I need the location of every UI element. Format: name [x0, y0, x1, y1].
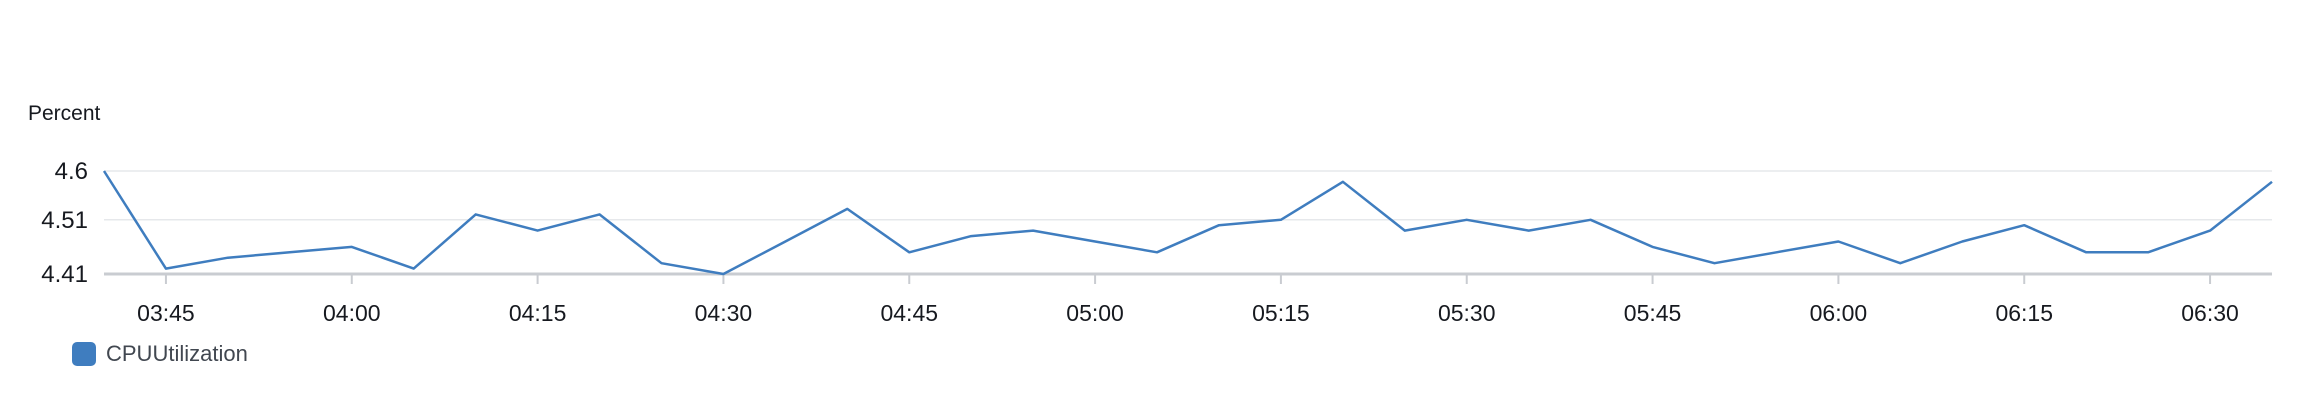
- x-tick-label: 06:00: [1810, 300, 1868, 326]
- x-tick-label: 04:00: [323, 300, 381, 326]
- y-axis-unit-label: Percent: [28, 102, 101, 125]
- legend[interactable]: CPUUtilization: [72, 341, 248, 367]
- legend-label-cpuutilization: CPUUtilization: [106, 341, 248, 366]
- x-tick-label: 04:30: [695, 300, 753, 326]
- x-tick-label: 06:30: [2181, 300, 2239, 326]
- series-line-cpuutilization: [102, 170, 2273, 276]
- y-tick-label: 4.6: [55, 158, 88, 185]
- y-tick-label: 4.41: [41, 261, 88, 288]
- x-tick-label: 03:45: [137, 300, 195, 326]
- x-tick-label: 05:30: [1438, 300, 1496, 326]
- x-tick-label: 04:45: [880, 300, 938, 326]
- x-tick-label: 05:15: [1252, 300, 1310, 326]
- x-tick-label: 05:00: [1066, 300, 1124, 326]
- x-tick-label: 06:15: [1995, 300, 2053, 326]
- x-tick-label: 05:45: [1624, 300, 1682, 326]
- legend-swatch-icon: [72, 342, 96, 366]
- y-tick-label: 4.51: [41, 207, 88, 234]
- x-tick-label: 04:15: [509, 300, 567, 326]
